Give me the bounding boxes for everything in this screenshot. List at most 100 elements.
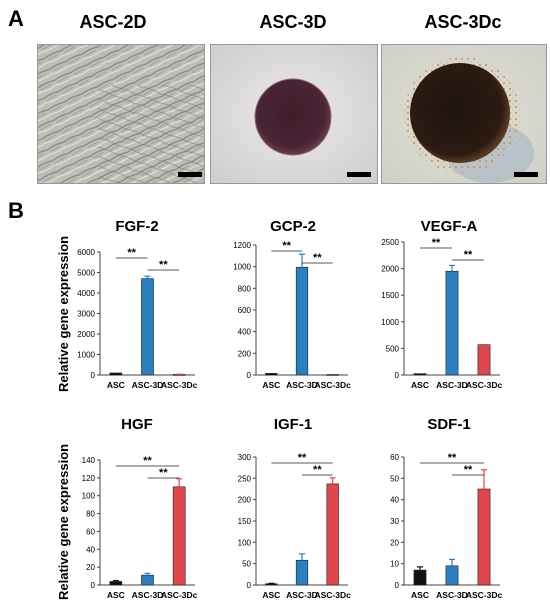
scale-bar bbox=[347, 172, 371, 177]
x-tick-label: ASC-3D bbox=[436, 380, 468, 390]
y-tick-label: 6000 bbox=[77, 248, 95, 257]
significance-label: ** bbox=[313, 464, 322, 476]
x-tick-label: ASC-3Dc bbox=[314, 380, 351, 390]
micrograph-asc-3d bbox=[210, 44, 378, 184]
significance-label: ** bbox=[143, 455, 152, 467]
title-asc-2d: ASC-2D bbox=[79, 12, 147, 32]
y-tick-label: 1000 bbox=[233, 263, 251, 272]
x-tick-label: ASC-3D bbox=[436, 590, 468, 600]
y-tick-label: 5000 bbox=[77, 269, 95, 278]
x-tick-label: ASC-3D bbox=[132, 590, 164, 600]
y-tick-label: 20 bbox=[86, 563, 95, 572]
significance-label: ** bbox=[313, 252, 322, 264]
x-tick-label: ASC-3Dc bbox=[161, 590, 198, 600]
x-tick-label: ASC bbox=[107, 380, 125, 390]
y-tick-label: 3000 bbox=[77, 310, 95, 319]
y-tick-label: 40 bbox=[86, 545, 95, 554]
y-tick-label: 300 bbox=[238, 453, 252, 462]
significance-label: ** bbox=[448, 452, 457, 464]
x-tick-label: ASC-3D bbox=[286, 380, 318, 390]
bar bbox=[326, 374, 339, 376]
bar bbox=[109, 581, 123, 586]
scale-bar bbox=[178, 172, 202, 177]
y-tick-label: 50 bbox=[390, 474, 399, 483]
x-tick-label: ASC bbox=[262, 380, 280, 390]
micrograph-asc-3dc bbox=[381, 44, 547, 184]
y-tick-label: 0 bbox=[91, 581, 96, 590]
bar bbox=[141, 278, 154, 376]
y-tick-label: 50 bbox=[242, 560, 251, 569]
micrograph-asc-2d bbox=[37, 44, 205, 184]
y-tick-label: 1500 bbox=[381, 291, 399, 300]
chart-title: VEGF-A bbox=[421, 218, 478, 235]
bar bbox=[295, 266, 309, 376]
y-tick-label: 0 bbox=[91, 371, 96, 380]
spheroid-image bbox=[382, 45, 546, 183]
y-tick-label: 200 bbox=[238, 349, 252, 358]
bar bbox=[295, 559, 309, 586]
y-tick-label: 40 bbox=[390, 496, 399, 505]
y-tick-label: 120 bbox=[82, 474, 96, 483]
y-tick-label: 2500 bbox=[381, 238, 399, 247]
x-tick-label: ASC-3D bbox=[286, 590, 318, 600]
y-tick-label: 1000 bbox=[381, 318, 399, 327]
significance-label: ** bbox=[464, 464, 473, 476]
bar bbox=[477, 488, 491, 586]
significance-label: ** bbox=[159, 467, 168, 479]
x-tick-label: ASC bbox=[411, 380, 429, 390]
y-tick-label: 60 bbox=[390, 453, 399, 462]
y-tick-label: 4000 bbox=[77, 289, 95, 298]
bar bbox=[445, 565, 459, 586]
bar bbox=[413, 373, 427, 376]
title-asc-3d: ASC-3D bbox=[259, 12, 327, 32]
x-tick-label: ASC bbox=[262, 590, 280, 600]
y-tick-label: 250 bbox=[238, 474, 252, 483]
title-asc-3dc: ASC-3Dc bbox=[424, 12, 502, 32]
x-tick-label: ASC-3Dc bbox=[161, 380, 198, 390]
y-tick-label: 0 bbox=[247, 371, 252, 380]
panel-b-letter: B bbox=[8, 198, 24, 223]
y-tick-label: 140 bbox=[82, 456, 96, 465]
bar bbox=[265, 373, 278, 376]
y-tick-label: 800 bbox=[238, 284, 252, 293]
significance-label: ** bbox=[464, 249, 473, 261]
significance-label: ** bbox=[127, 247, 136, 259]
bar bbox=[326, 483, 339, 586]
chart-title: IGF-1 bbox=[274, 416, 312, 433]
y-tick-label: 600 bbox=[238, 306, 252, 315]
bar bbox=[445, 270, 459, 376]
y-tick-label: 20 bbox=[390, 538, 399, 547]
chart-title: FGF-2 bbox=[115, 218, 158, 235]
y-tick-label: 0 bbox=[395, 581, 400, 590]
bar bbox=[141, 574, 154, 586]
bar bbox=[477, 344, 491, 376]
y-tick-label: 0 bbox=[395, 371, 400, 380]
y-tick-label: 500 bbox=[386, 344, 400, 353]
bar bbox=[109, 372, 123, 376]
spheroid-image bbox=[211, 45, 377, 183]
significance-label: ** bbox=[282, 240, 291, 252]
y-tick-label: 2000 bbox=[77, 330, 95, 339]
y-tick-label: 2000 bbox=[381, 265, 399, 274]
bar bbox=[413, 569, 427, 586]
y-tick-label: 200 bbox=[238, 496, 252, 505]
y-tick-label: 100 bbox=[82, 492, 96, 501]
chart-title: SDF-1 bbox=[427, 416, 470, 433]
x-tick-label: ASC-3D bbox=[132, 380, 164, 390]
panel-a-letter: A bbox=[8, 6, 24, 31]
x-tick-label: ASC-3Dc bbox=[466, 590, 503, 600]
y-tick-label: 1200 bbox=[233, 241, 251, 250]
y-tick-label: 30 bbox=[390, 517, 399, 526]
y-tick-label: 60 bbox=[86, 527, 95, 536]
chart-title: HGF bbox=[121, 416, 153, 433]
x-tick-label: ASC bbox=[411, 590, 429, 600]
x-tick-label: ASC-3Dc bbox=[314, 590, 351, 600]
y-tick-label: 100 bbox=[238, 538, 252, 547]
chart-title: GCP-2 bbox=[270, 218, 316, 235]
scale-bar bbox=[514, 172, 538, 177]
x-tick-label: ASC bbox=[107, 590, 125, 600]
y-tick-label: 80 bbox=[86, 510, 95, 519]
bar bbox=[172, 486, 186, 586]
significance-label: ** bbox=[298, 452, 307, 464]
